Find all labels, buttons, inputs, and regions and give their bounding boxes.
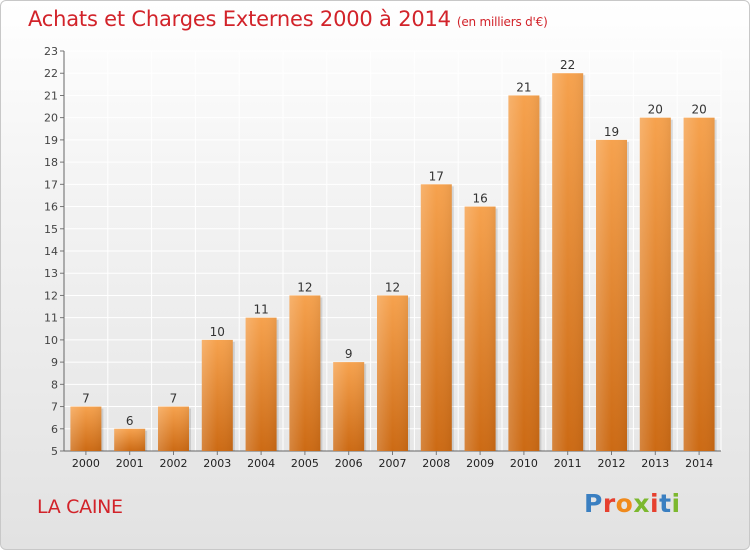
data-label: 16 [472, 192, 487, 206]
bar-highlight [508, 95, 540, 451]
y-tick-label: 15 [44, 223, 58, 236]
bar-highlight [245, 317, 277, 451]
data-label: 10 [210, 325, 225, 339]
y-tick-label: 19 [44, 134, 58, 147]
bar-highlight [70, 406, 102, 451]
y-tick-label: 12 [44, 289, 58, 302]
bar-highlight [464, 206, 496, 451]
data-label: 21 [516, 80, 531, 94]
data-label: 7 [82, 392, 90, 406]
y-tick-label: 16 [44, 201, 58, 214]
x-tick-label: 2013 [641, 457, 669, 470]
place-name: LA CAINE [37, 496, 123, 518]
data-label: 19 [604, 125, 619, 139]
x-tick-label: 2014 [685, 457, 713, 470]
y-tick-label: 17 [44, 178, 58, 191]
chart-unit: (en milliers d'€) [456, 15, 548, 29]
bar-highlight [377, 295, 408, 451]
x-tick-label: 2004 [247, 457, 275, 470]
logo-letter: t [659, 489, 672, 518]
bar-highlight [683, 117, 715, 452]
bar-highlight [596, 139, 627, 451]
y-tick-label: 10 [44, 334, 58, 347]
data-label: 22 [560, 58, 575, 72]
x-tick-label: 2008 [422, 457, 450, 470]
x-tick-label: 2003 [203, 457, 231, 470]
data-label: 12 [385, 280, 400, 294]
x-tick-label: 2002 [160, 457, 188, 470]
data-label: 12 [297, 280, 312, 294]
bar-highlight [158, 406, 189, 451]
bar-highlight [333, 362, 365, 451]
y-tick-label: 22 [44, 67, 58, 80]
data-label: 11 [253, 303, 268, 317]
bar-highlight [201, 339, 233, 451]
logo-letter: i [650, 489, 660, 518]
x-tick-label: 2005 [291, 457, 319, 470]
bar-highlight [289, 295, 321, 451]
data-label: 6 [126, 414, 134, 428]
y-tick-label: 9 [51, 356, 58, 369]
x-tick-label: 2011 [554, 457, 582, 470]
bar-highlight [420, 184, 452, 452]
y-tick-label: 13 [44, 267, 58, 280]
x-tick-label: 2012 [598, 457, 626, 470]
x-tick-label: 2001 [116, 457, 144, 470]
logo-letter: x [633, 489, 650, 518]
data-label: 9 [345, 347, 353, 361]
y-tick-label: 14 [44, 245, 58, 258]
data-label: 7 [170, 392, 178, 406]
data-label: 17 [429, 169, 444, 183]
chart-title-text: Achats et Charges Externes 2000 à 2014 [28, 7, 451, 31]
x-tick-label: 2007 [379, 457, 407, 470]
x-tick-label: 2000 [72, 457, 100, 470]
bar-highlight [552, 73, 584, 451]
bar-highlight [639, 117, 671, 452]
x-tick-label: 2009 [466, 457, 494, 470]
logo-letter: i [671, 489, 681, 518]
logo-letter: o [615, 489, 634, 518]
y-tick-label: 8 [51, 378, 58, 391]
x-tick-label: 2006 [335, 457, 363, 470]
y-tick-label: 20 [44, 112, 58, 125]
data-label: 20 [691, 103, 706, 117]
logo-letter: P [584, 489, 603, 518]
y-tick-label: 18 [44, 156, 58, 169]
y-tick-label: 5 [51, 445, 58, 458]
logo-letter: r [602, 489, 616, 518]
y-tick-label: 21 [44, 89, 58, 102]
y-tick-label: 6 [51, 423, 58, 436]
y-tick-label: 11 [44, 312, 58, 325]
x-tick-label: 2010 [510, 457, 538, 470]
y-tick-label: 7 [51, 401, 58, 414]
proxiti-logo: Proxiti [584, 489, 681, 518]
chart-title: Achats et Charges Externes 2000 à 2014 (e… [28, 7, 548, 31]
y-tick-label: 23 [44, 45, 58, 58]
data-label: 20 [648, 103, 663, 117]
bar-highlight [114, 428, 146, 451]
